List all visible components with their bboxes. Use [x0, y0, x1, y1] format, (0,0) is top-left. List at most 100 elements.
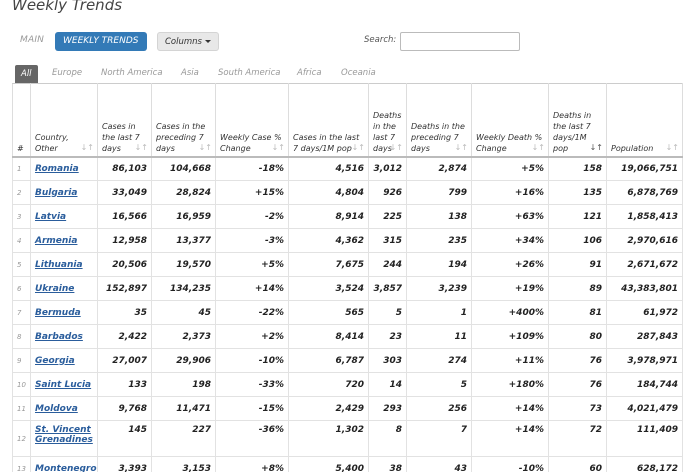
region-tab-europe[interactable]: Europe	[52, 68, 83, 78]
columns-dropdown-button[interactable]: Columns	[157, 32, 219, 51]
row-rank: 2	[12, 180, 31, 205]
sort-icon: ↓↑	[198, 142, 212, 152]
sort-icon: ↓↑	[271, 142, 285, 152]
region-tab-all[interactable]: All	[15, 65, 38, 83]
country-link[interactable]: Saint Lucia	[35, 379, 92, 390]
row-value: 7,675	[288, 252, 369, 277]
row-rank: 7	[12, 300, 31, 325]
header-deaths-preceding-7[interactable]: Deaths in the preceding 7 days ↓↑	[406, 83, 472, 158]
row-value: +5%	[471, 156, 549, 181]
sort-icon: ↓↑	[454, 142, 468, 152]
country-link[interactable]: Lithuania	[35, 259, 83, 270]
country-link[interactable]: Georgia	[35, 355, 75, 366]
search-label: Search:	[364, 35, 397, 45]
row-value: 3,153	[151, 456, 216, 472]
row-value: 3,978,971	[606, 348, 683, 373]
row-value: 133	[97, 372, 152, 397]
row-value: 121	[548, 204, 607, 229]
row-value: 3,524	[288, 276, 369, 301]
row-value: 303	[368, 348, 407, 373]
header-deaths-last-7[interactable]: Deaths in the last 7 days ↓↑	[368, 83, 407, 158]
row-value: 9,768	[97, 396, 152, 421]
row-value: +34%	[471, 228, 549, 253]
row-value: +11%	[471, 348, 549, 373]
search-input[interactable]	[400, 32, 520, 51]
row-value: 76	[548, 372, 607, 397]
header-cases-per-million[interactable]: Cases in the last 7 days/1M pop ↓↑	[288, 83, 369, 158]
region-tab-africa[interactable]: Africa	[297, 68, 322, 78]
country-link[interactable]: Ukraine	[35, 283, 75, 294]
row-value: 2,373	[151, 324, 216, 349]
row-value: 1	[406, 300, 472, 325]
sort-icon: ↓↑	[665, 142, 679, 152]
country-link[interactable]: Bermuda	[35, 307, 81, 318]
row-rank: 3	[12, 204, 31, 229]
header-country[interactable]: Country, Other ↓↑	[30, 83, 98, 158]
row-value: +16%	[471, 180, 549, 205]
row-value: 7	[406, 420, 472, 457]
country-link[interactable]: Bulgaria	[35, 187, 78, 198]
row-value: -15%	[215, 396, 289, 421]
row-value: -18%	[215, 156, 289, 181]
row-value: 5	[368, 300, 407, 325]
region-tab-south-america[interactable]: South America	[218, 68, 281, 78]
row-country: Bermuda	[30, 300, 98, 325]
header-weekly-case-change[interactable]: Weekly Case % Change ↓↑	[215, 83, 289, 158]
row-country: Georgia	[30, 348, 98, 373]
row-value: 91	[548, 252, 607, 277]
country-link[interactable]: Latvia	[35, 211, 67, 222]
row-value: -2%	[215, 204, 289, 229]
row-value: -10%	[215, 348, 289, 373]
row-value: 4,804	[288, 180, 369, 205]
row-country: St. Vincent Grenadines	[30, 420, 98, 457]
row-value: +180%	[471, 372, 549, 397]
header-rank[interactable]: #	[12, 83, 31, 158]
table-row: 5 Lithuania 20,506 19,570 +5% 7,675 244 194 +26%…	[12, 252, 683, 277]
header-deaths-per-million[interactable]: Deaths in the last 7 days/1M pop ↓↑	[548, 83, 607, 158]
weekly-trends-table: # Country, Other ↓↑ Cases in the last 7 d…	[12, 83, 683, 472]
country-link[interactable]: Romania	[35, 163, 79, 174]
row-rank: 1	[12, 156, 31, 181]
row-value: +109%	[471, 324, 549, 349]
row-country: Barbados	[30, 324, 98, 349]
row-country: Bulgaria	[30, 180, 98, 205]
region-tab-asia[interactable]: Asia	[181, 68, 199, 78]
row-value: 111,409	[606, 420, 683, 457]
row-value: +5%	[215, 252, 289, 277]
header-population[interactable]: Population ↓↑	[606, 83, 683, 158]
header-weekly-death-change[interactable]: Weekly Death % Change ↓↑	[471, 83, 549, 158]
tab-main[interactable]: MAIN	[20, 35, 45, 45]
toolbar: MAIN WEEKLY TRENDS Columns Search:	[16, 32, 536, 52]
row-rank: 12	[12, 420, 31, 457]
row-value: 60	[548, 456, 607, 472]
row-value: 134,235	[151, 276, 216, 301]
region-tabs: All Europe North America Asia South Amer…	[15, 65, 435, 83]
row-value: 198	[151, 372, 216, 397]
row-value: 80	[548, 324, 607, 349]
table-row: 4 Armenia 12,958 13,377 -3% 4,362 315 235 +34% 10…	[12, 228, 683, 253]
country-link[interactable]: Montenegro	[35, 463, 97, 472]
row-value: 287,843	[606, 324, 683, 349]
row-value: 5,400	[288, 456, 369, 472]
sort-icon: ↓↑	[531, 142, 545, 152]
row-value: 256	[406, 396, 472, 421]
table-row: 3 Latvia 16,566 16,959 -2% 8,914 225 138 +63% 121…	[12, 204, 683, 229]
header-cases-last-7[interactable]: Cases in the last 7 days ↓↑	[97, 83, 152, 158]
row-value: 3,239	[406, 276, 472, 301]
row-value: 76	[548, 348, 607, 373]
country-link[interactable]: Armenia	[35, 235, 78, 246]
row-value: 135	[548, 180, 607, 205]
row-value: 4,021,479	[606, 396, 683, 421]
row-value: 23	[368, 324, 407, 349]
region-tab-north-america[interactable]: North America	[101, 68, 163, 78]
country-link[interactable]: Barbados	[35, 331, 83, 342]
tab-weekly-trends[interactable]: WEEKLY TRENDS	[55, 32, 147, 51]
country-link[interactable]: Moldova	[35, 403, 78, 414]
row-value: +2%	[215, 324, 289, 349]
header-cases-preceding-7[interactable]: Cases in the preceding 7 days ↓↑	[151, 83, 216, 158]
row-value: 235	[406, 228, 472, 253]
row-value: +19%	[471, 276, 549, 301]
country-link[interactable]: St. Vincent Grenadines	[35, 425, 93, 445]
region-tab-oceania[interactable]: Oceania	[341, 68, 376, 78]
row-country: Moldova	[30, 396, 98, 421]
